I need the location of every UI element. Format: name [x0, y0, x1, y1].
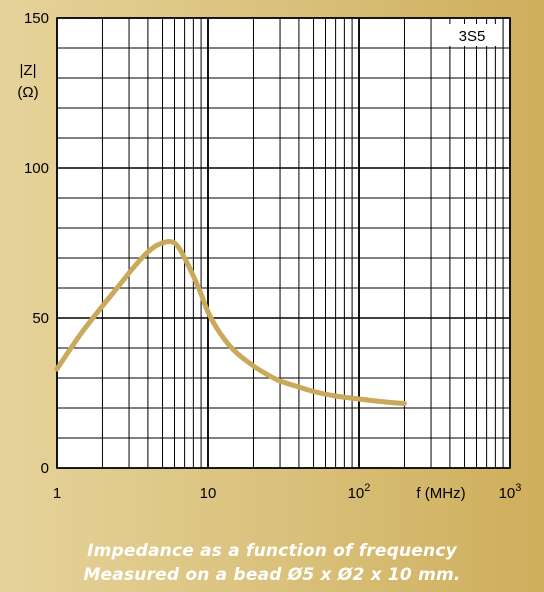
x-tick-label: 103 — [499, 482, 522, 502]
x-tick-label: 10 — [200, 485, 217, 502]
material-label-box: 3S5 — [444, 24, 500, 46]
plot-area — [57, 18, 510, 468]
impedance-curve — [54, 239, 407, 406]
material-label: 3S5 — [459, 28, 486, 45]
x-tick-labels: 1 10 102 103 — [53, 482, 522, 502]
y-axis-label-line2: (Ω) — [17, 84, 38, 101]
y-axis-label-line1: |Z| — [20, 62, 37, 79]
x-tick-label: 102 — [348, 482, 371, 502]
grid — [56, 17, 511, 469]
x-axis-label: f (MHz) — [416, 485, 465, 502]
y-tick-labels: 0 50 100 150 — [24, 10, 49, 477]
impedance-chart: 3S5 0 50 100 150 1 10 102 103 |Z| (Ω) f (MHz) — [17, 10, 522, 502]
caption-line-2: Measured on a bead Ø5 x Ø2 x 10 mm. — [83, 565, 461, 585]
y-tick-label: 100 — [24, 160, 49, 177]
y-tick-label: 150 — [24, 10, 49, 27]
caption-line-1: Impedance as a function of frequency — [87, 541, 457, 561]
plot-border — [56, 17, 511, 469]
y-tick-label: 0 — [41, 460, 49, 477]
x-tick-label: 1 — [53, 485, 61, 502]
y-tick-label: 50 — [32, 310, 49, 327]
